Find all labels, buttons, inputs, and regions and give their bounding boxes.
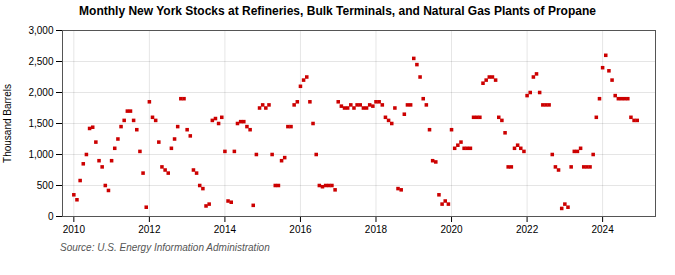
svg-text:2016: 2016 [289,224,312,235]
svg-text:2014: 2014 [214,224,237,235]
svg-text:2020: 2020 [440,224,463,235]
svg-text:2022: 2022 [516,224,539,235]
svg-text:2024: 2024 [591,224,614,235]
svg-text:2010: 2010 [63,224,86,235]
svg-text:500: 500 [37,180,54,191]
svg-text:3,000: 3,000 [28,25,53,36]
svg-text:2,500: 2,500 [28,56,53,67]
html-text:Source: U.S. Energy Informatio: Source: U.S. Energy Information Administ… [60,242,270,253]
svg-text:1,500: 1,500 [28,118,53,129]
html-text:Monthly New York Stocks at Ref: Monthly New York Stocks at Refineries, B… [79,4,596,18]
svg-text:Thousand Barrels: Thousand Barrels [2,84,13,163]
svg-text:2,000: 2,000 [28,87,53,98]
svg-text:2012: 2012 [138,224,161,235]
svg-text:2018: 2018 [365,224,388,235]
svg-text:0: 0 [48,211,54,222]
svg-text:1,000: 1,000 [28,149,53,160]
